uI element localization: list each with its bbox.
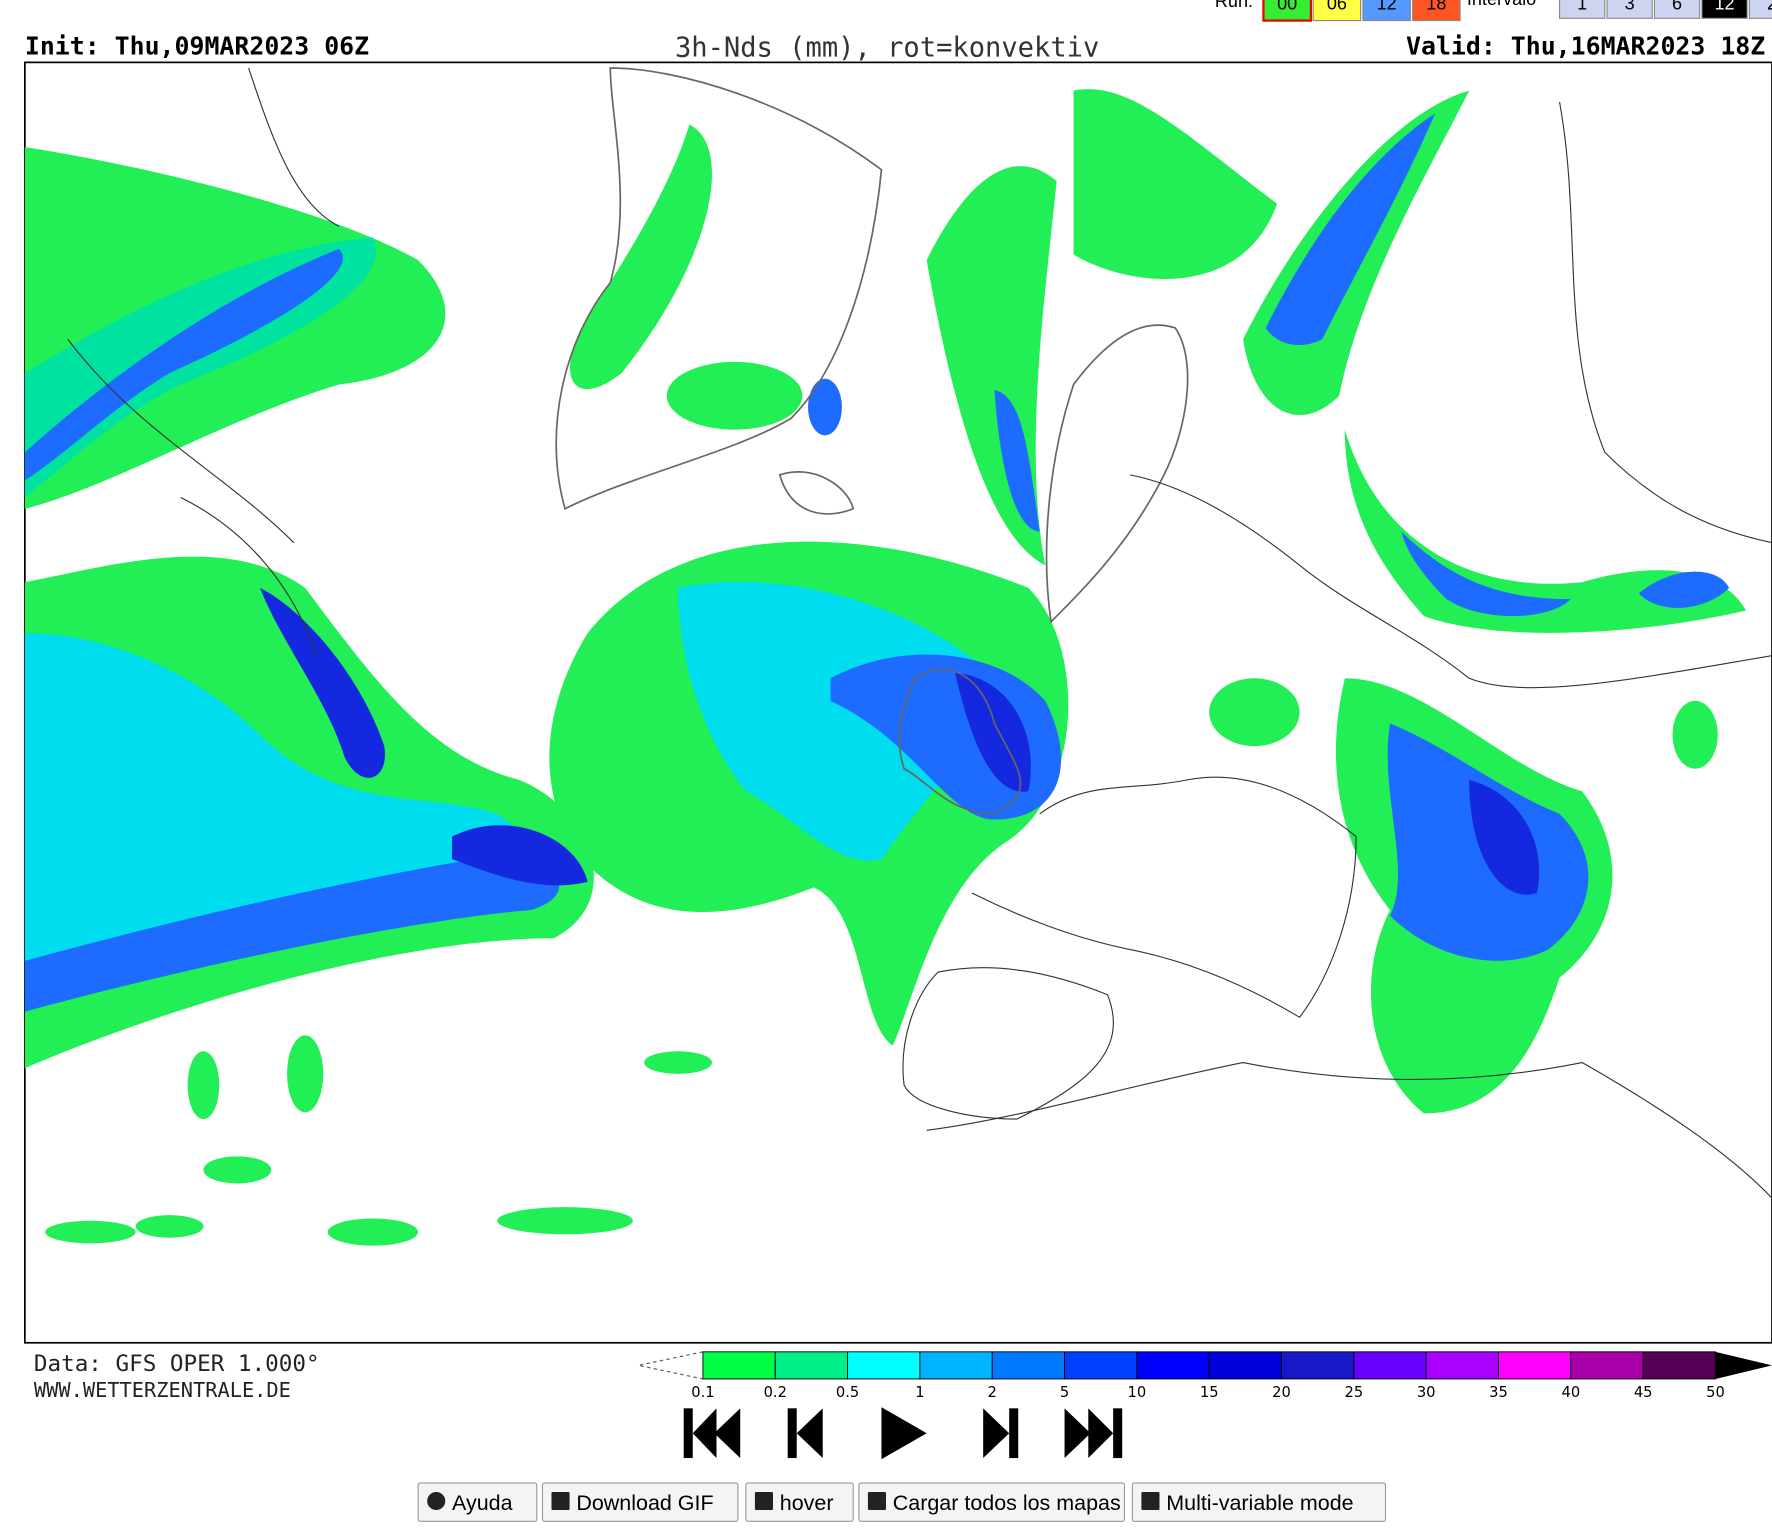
colorbar-segment [1353,1351,1427,1380]
run-option[interactable]: 12 [1377,0,1397,13]
init-time: Init: Thu,09MAR2023 06Z [25,31,369,60]
button-label: Download GIF [576,1491,713,1515]
colorbar-label: 5 [1060,1384,1069,1401]
colorbar-label: 25 [1345,1384,1364,1401]
button-frame [541,1482,739,1522]
button-icon [427,1491,446,1511]
run-option-box[interactable] [1412,0,1461,22]
colorbar-label: 35 [1489,1384,1508,1401]
colorbar-segment [702,1351,776,1380]
colorbar-segment [1642,1351,1716,1380]
colorbar: 0.1 0.2 0.5 1 2 5 10 15 20 25 30 35 40 45 50 [638,1351,1772,1401]
map [24,61,1772,1344]
interval-option-box[interactable] [1748,0,1772,19]
colorbar-segment [774,1351,849,1380]
colorbar-segment [1570,1351,1644,1380]
precip-fields [24,89,1747,1246]
interval-option-box[interactable] [1606,0,1653,19]
playback-controls [683,1407,1123,1460]
colorbar-segment [1136,1351,1210,1380]
toolbar-button[interactable]: Multi-variable mode [1131,1482,1387,1522]
run-option[interactable]: 00 [1277,0,1297,13]
run-option-box[interactable] [1362,0,1411,22]
interval-option-box[interactable] [1701,0,1748,19]
button-frame [858,1482,1126,1522]
colorbar-label: 45 [1634,1384,1653,1401]
colorbar-segment [1064,1351,1138,1380]
colorbar-under [638,1351,704,1380]
colorbar-label: 10 [1128,1384,1147,1401]
button-label: Cargar todos los mapas [893,1491,1121,1515]
colorbar-segment [919,1351,993,1380]
button-label: Multi-variable mode [1166,1491,1353,1515]
colorbar-label: 1 [915,1384,924,1401]
map-title: 3h-Nds (mm), rot=konvektiv [675,33,1099,64]
interval-option[interactable]: 1 [1577,0,1587,13]
colorbar-over [1715,1351,1772,1379]
colorbar-segment [1281,1351,1355,1380]
button-frame [417,1482,538,1522]
play-button[interactable] [881,1407,927,1460]
run-option-box[interactable] [1262,0,1313,22]
colorbar-label: 0.1 [691,1384,714,1401]
run-option[interactable]: 06 [1327,0,1347,13]
toolbar-button[interactable]: Cargar todos los mapas [858,1482,1126,1522]
run-option-box[interactable] [1312,0,1362,22]
interval-option[interactable]: 6 [1672,0,1682,13]
colorbar-segment [847,1351,921,1380]
colorbar-label: 2 [988,1384,997,1401]
toolbar-button[interactable]: Download GIF [541,1482,739,1522]
button-icon [867,1491,886,1511]
interval-label: Intervalo [1467,0,1536,9]
run-option[interactable]: 18 [1426,0,1446,13]
prev-button[interactable] [787,1408,823,1459]
colorbar-label: 20 [1272,1384,1291,1401]
colorbar-label: 40 [1561,1384,1580,1401]
interval-option[interactable]: 3 [1625,0,1635,13]
button-icon [754,1491,773,1511]
colorbar-segment [1208,1351,1282,1380]
colorbar-label: 0.5 [836,1384,859,1401]
next-button[interactable] [983,1408,1019,1459]
button-label: Ayuda [452,1491,513,1515]
button-icon [551,1491,570,1511]
toolbar-button[interactable]: Ayuda [417,1482,538,1522]
colorbar-segment [991,1351,1066,1380]
first-button[interactable] [683,1408,741,1459]
site-url: WWW.WETTERZENTRALE.DE [34,1378,291,1402]
button-label: hover [780,1491,834,1515]
colorbar-label: 50 [1706,1384,1725,1401]
button-frame [1131,1482,1387,1522]
button-bar: Ayuda Download GIF hover Cargar todos los m… [417,1482,1387,1522]
run-label: Run: [1215,0,1253,11]
colorbar-label: 15 [1200,1384,1219,1401]
interval-option-box[interactable] [1558,0,1606,19]
valid-time: Valid: Thu,16MAR2023 18Z [1406,31,1765,60]
toolbar-button[interactable]: hover [745,1482,854,1522]
button-icon [1141,1491,1160,1511]
colorbar-label: 30 [1417,1384,1436,1401]
data-source: Data: GFS OPER 1.000° [34,1351,320,1377]
run-selector: Run: 00 06 12 18 [1215,0,1461,22]
interval-option-box[interactable] [1653,0,1701,19]
interval-option[interactable]: 2 [1767,0,1772,13]
interval-option[interactable]: 12 [1714,0,1734,13]
colorbar-label: 0.2 [764,1384,787,1401]
colorbar-segment [1498,1351,1572,1380]
last-button[interactable] [1064,1408,1123,1459]
colorbar-segment [1425,1351,1499,1380]
coastlines [67,67,1772,1199]
interval-selector: Intervalo 1 3 6 12 2 [1467,0,1772,19]
